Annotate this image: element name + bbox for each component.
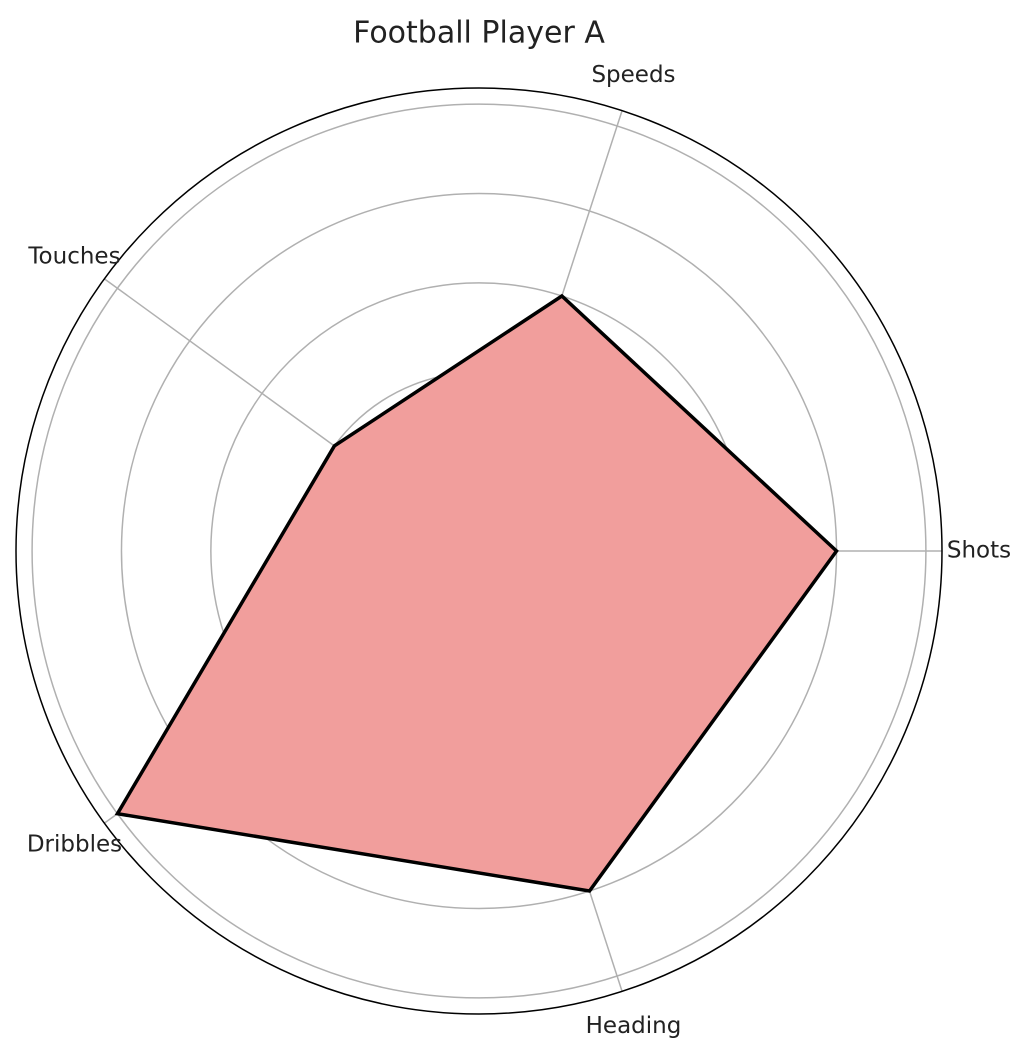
radar-area [114, 293, 839, 893]
axis-label: Shots [947, 538, 1011, 564]
chart-title: Football Player A [353, 16, 605, 51]
outer-spine [15, 87, 943, 1015]
axis-label: Speeds [591, 62, 675, 88]
axis-label: Heading [586, 1013, 682, 1039]
axis-label: Dribbles [27, 831, 122, 857]
axis-label: Touches [27, 244, 120, 270]
